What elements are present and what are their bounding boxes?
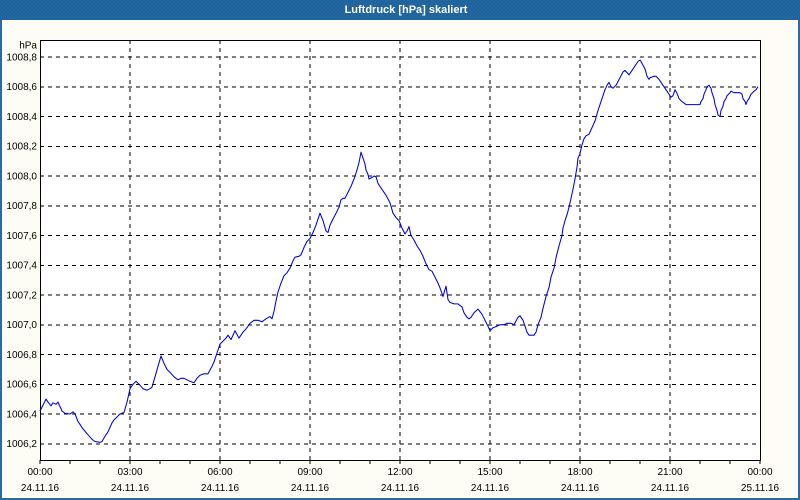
- svg-text:12:00: 12:00: [387, 467, 412, 478]
- svg-text:1007,6: 1007,6: [6, 231, 37, 242]
- svg-text:1008,6: 1008,6: [6, 82, 37, 93]
- svg-text:21:00: 21:00: [657, 467, 682, 478]
- svg-text:09:00: 09:00: [297, 467, 322, 478]
- svg-text:1006,4: 1006,4: [6, 410, 37, 421]
- svg-text:15:00: 15:00: [477, 467, 502, 478]
- svg-text:25.11.16: 25.11.16: [741, 483, 780, 494]
- svg-text:1006,8: 1006,8: [6, 350, 37, 361]
- svg-text:03:00: 03:00: [117, 467, 142, 478]
- svg-text:1007,0: 1007,0: [6, 320, 37, 331]
- svg-text:1006,6: 1006,6: [6, 380, 37, 391]
- svg-text:24.11.16: 24.11.16: [651, 483, 690, 494]
- svg-text:24.11.16: 24.11.16: [21, 483, 60, 494]
- svg-text:00:00: 00:00: [27, 467, 52, 478]
- svg-text:1008,8: 1008,8: [6, 53, 37, 64]
- svg-text:18:00: 18:00: [567, 467, 592, 478]
- svg-text:24.11.16: 24.11.16: [381, 483, 420, 494]
- svg-text:06:00: 06:00: [207, 467, 232, 478]
- svg-text:1007,2: 1007,2: [6, 291, 37, 302]
- svg-text:1008,0: 1008,0: [6, 172, 37, 183]
- svg-text:hPa: hPa: [19, 41, 37, 52]
- svg-text:1007,8: 1007,8: [6, 201, 37, 212]
- svg-text:24.11.16: 24.11.16: [471, 483, 510, 494]
- svg-text:00:00: 00:00: [747, 467, 772, 478]
- svg-text:24.11.16: 24.11.16: [561, 483, 600, 494]
- svg-text:24.11.16: 24.11.16: [291, 483, 330, 494]
- svg-text:1008,2: 1008,2: [6, 142, 37, 153]
- svg-text:1008,4: 1008,4: [6, 112, 37, 123]
- svg-text:24.11.16: 24.11.16: [111, 483, 150, 494]
- svg-text:24.11.16: 24.11.16: [201, 483, 240, 494]
- svg-text:1007,4: 1007,4: [6, 261, 37, 272]
- svg-text:1006,2: 1006,2: [6, 439, 37, 450]
